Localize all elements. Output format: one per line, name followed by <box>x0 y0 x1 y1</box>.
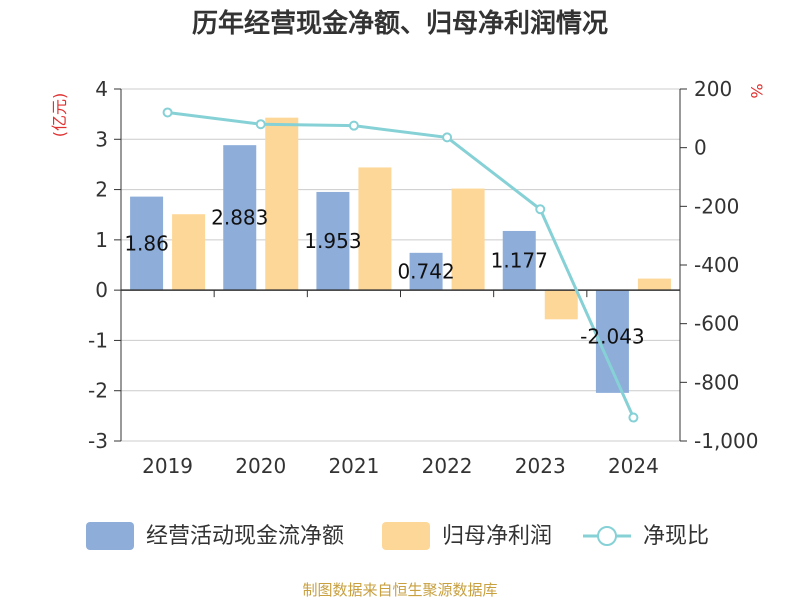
y-tick-label: 1 <box>95 228 108 252</box>
data-labels: 1.86 2.883 1.953 0.742 1.177 -2.043 <box>124 206 644 349</box>
bar-cashflow <box>316 191 350 291</box>
y-tick-label: 2 <box>95 178 108 202</box>
x-tick-label: 2021 <box>328 454 379 478</box>
ratio-point <box>442 132 453 143</box>
legend-label-netprofit: 归母净利润 <box>442 524 552 549</box>
data-label-cashflow: 2.883 <box>211 206 268 230</box>
legend-swatch-cashflow <box>86 522 134 550</box>
y2-axis-unit-label: % <box>747 83 766 98</box>
y2-tick-label: 0 <box>694 136 707 160</box>
ratio-point <box>255 119 266 130</box>
y2-tick-label: -200 <box>694 194 739 218</box>
ratio-point <box>162 107 173 118</box>
bar-cashflow <box>409 252 443 291</box>
y2-tick-label: -600 <box>694 312 739 336</box>
bar-netprofit <box>172 214 206 291</box>
y-tick-label: -3 <box>88 429 108 453</box>
legend-marker-ratio <box>597 526 617 546</box>
bar-netprofit <box>358 167 392 291</box>
source-note: 制图数据来自恒生聚源数据库 <box>302 581 497 599</box>
chart-title: 历年经营现金净额、归母净利润情况 <box>192 8 608 39</box>
x-tick-label: 2022 <box>422 454 473 478</box>
ratio-point <box>348 120 359 131</box>
data-label-cashflow: 1.86 <box>124 231 169 255</box>
legend: 经营活动现金流净额 归母净利润 净现比 <box>86 522 709 550</box>
y-tick-label: -1 <box>88 328 108 352</box>
data-label-cashflow: 0.742 <box>397 259 454 283</box>
bar-cashflow <box>223 145 257 291</box>
y-tick-label: -2 <box>88 379 108 403</box>
bar-netprofit <box>451 188 485 291</box>
bars <box>130 117 671 393</box>
bar-cashflow <box>595 290 629 393</box>
data-label-cashflow: 1.177 <box>491 249 548 273</box>
ratio-line-path <box>167 110 635 419</box>
ratio-point <box>535 204 546 215</box>
gridlines <box>121 88 680 442</box>
y2-tick-label: -1,000 <box>694 429 758 453</box>
y-tick-label: 3 <box>95 127 108 151</box>
y-tick-label: 4 <box>95 77 108 101</box>
x-tick-label: 2023 <box>515 454 566 478</box>
y-axis-unit-label: (亿元) <box>50 93 69 138</box>
y2-tick-label: -400 <box>694 253 739 277</box>
data-label-cashflow: 1.953 <box>304 229 361 253</box>
y2-axis-ticks: 200 0 -200 -400 -600 -800 -1,000 <box>680 77 758 453</box>
legend-swatch-netprofit <box>382 522 430 550</box>
ratio-line <box>162 107 639 423</box>
bar-netprofit <box>265 117 299 291</box>
x-tick-label: 2020 <box>235 454 286 478</box>
bar-netprofit <box>544 290 578 320</box>
data-label-cashflow: -2.043 <box>580 324 644 348</box>
x-tick-label: 2024 <box>608 454 659 478</box>
x-tick-label: 2019 <box>142 454 193 478</box>
y2-tick-label: 200 <box>694 77 732 101</box>
y-tick-label: 0 <box>95 278 108 302</box>
y2-tick-label: -800 <box>694 370 739 394</box>
bar-netprofit <box>637 278 671 291</box>
legend-label-cashflow: 经营活动现金流净额 <box>146 524 344 549</box>
x-axis: 2019 2020 2021 2022 2023 2024 <box>120 289 681 478</box>
y-axis-ticks: 4 3 2 1 0 -1 -2 -3 <box>88 77 121 453</box>
bar-cashflow <box>130 196 164 291</box>
bar-cashflow <box>502 230 536 291</box>
ratio-point <box>628 412 639 423</box>
legend-label-ratio: 净现比 <box>643 524 709 549</box>
